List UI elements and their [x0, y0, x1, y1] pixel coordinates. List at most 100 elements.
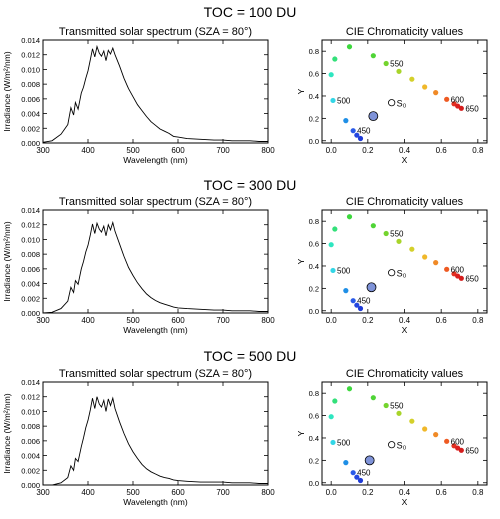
chromaticity-point: [346, 386, 353, 392]
x-tick-label: 800: [261, 488, 275, 497]
wavelength-label: 650: [465, 274, 479, 283]
chromaticity-point: [328, 414, 334, 420]
y-tick-label: 0.000: [21, 139, 40, 148]
chart-title: Transmitted solar spectrum (SZA = 80°): [59, 368, 252, 380]
wavelength-label: 550: [390, 230, 404, 239]
current-chromaticity-point: [364, 455, 375, 466]
y-tick-label: 0.0: [309, 137, 319, 146]
chromaticity-point: [458, 447, 464, 453]
y-tick-label: 0.014: [21, 378, 40, 387]
x-tick-label: 0.6: [436, 316, 448, 325]
chromaticity-point: [396, 238, 402, 244]
y-tick-label: 0.010: [21, 407, 40, 416]
x-tick-label: 500: [126, 488, 140, 497]
y-tick-label: 0.002: [21, 124, 40, 133]
chart-panels: Transmitted solar spectrum (SZA = 80°) 30…: [2, 26, 488, 507]
y-tick-label: 0.006: [21, 265, 40, 274]
plot-frame: [321, 39, 488, 144]
x-tick-label: 400: [81, 146, 95, 155]
row-title-toc-300: TOC = 300 DU: [204, 177, 297, 193]
chromaticity-point: [328, 72, 334, 78]
source-point-label: S₀: [397, 441, 407, 451]
source-point-s0: [388, 99, 396, 107]
chromaticity-point: [409, 418, 415, 424]
x-tick-label: 0.4: [399, 316, 411, 325]
y-axis-label: Y: [296, 430, 306, 436]
chromaticity-point: [354, 132, 360, 138]
y-tick-label: 0.008: [21, 80, 40, 89]
y-tick-label: 0.014: [21, 36, 40, 45]
y-tick-label: 0.002: [21, 466, 40, 475]
spectrum-line: [42, 44, 268, 143]
x-tick-label: 0.4: [399, 488, 411, 497]
row-title-toc-500: TOC = 500 DU: [204, 348, 297, 364]
wavelength-label: 500: [337, 438, 351, 447]
y-axis-label: Irradiance (W/m²/nm): [2, 221, 12, 301]
x-tick-label: 0.0: [326, 316, 338, 325]
chromaticity-point: [422, 254, 428, 260]
wavelength-label: 650: [465, 446, 479, 455]
chromaticity-point: [354, 302, 360, 308]
wavelength-label: 600: [451, 95, 465, 104]
chart-title: CIE Chromaticity values: [346, 26, 464, 38]
chromaticity-point: [383, 402, 389, 409]
x-tick-label: 0.0: [326, 146, 338, 155]
x-tick-label: 700: [216, 146, 230, 155]
chromaticity-point: [409, 246, 415, 252]
plot-frame: [42, 381, 269, 486]
y-tick-label: 0.8: [309, 47, 319, 56]
chromaticity-point: [444, 438, 450, 444]
source-point-label: S₀: [397, 99, 407, 109]
y-tick-label: 0.006: [21, 437, 40, 446]
chromaticity-point: [350, 128, 356, 134]
chromaticity-point: [396, 68, 402, 74]
y-tick-label: 0.6: [309, 412, 319, 421]
y-tick-label: 0.006: [21, 95, 40, 104]
chromaticity-chart-100: CIE Chromaticity values 0.0 0.2 0.4 0.6 0.8 0.…: [296, 26, 488, 165]
chromaticity-point: [332, 56, 338, 62]
source-point-s0: [388, 441, 396, 449]
chromaticity-point: [354, 474, 360, 480]
spectrum-line: [42, 220, 268, 314]
x-tick-label: 500: [126, 146, 140, 155]
chromaticity-point: [346, 214, 353, 220]
y-axis-label: Irradiance (W/m²/nm): [2, 51, 12, 131]
y-tick-label: 0.004: [21, 280, 40, 289]
y-tick-label: 0.012: [21, 51, 40, 60]
chromaticity-point: [370, 53, 376, 59]
chromaticity-point: [396, 410, 402, 416]
wavelength-label: 600: [451, 265, 465, 274]
y-axis-label: Irradiance (W/m²/nm): [2, 393, 12, 473]
x-tick-label: 0.8: [472, 488, 484, 497]
chromaticity-point: [343, 288, 349, 294]
x-axis-label: Wavelength (nm): [123, 155, 188, 165]
x-tick-label: 600: [171, 488, 185, 497]
chromaticity-point: [346, 44, 353, 50]
row-title-toc-100: TOC = 100 DU: [204, 4, 297, 20]
y-tick-label: 0.004: [21, 110, 40, 119]
x-tick-label: 0.2: [362, 316, 374, 325]
x-tick-label: 300: [36, 488, 50, 497]
wavelength-label: 500: [337, 266, 351, 275]
plot-frame: [42, 39, 269, 144]
y-tick-label: 0.012: [21, 393, 40, 402]
x-tick-label: 500: [126, 316, 140, 325]
y-tick-label: 0.000: [21, 309, 40, 318]
chromaticity-point: [433, 90, 439, 96]
wavelength-label: 450: [357, 297, 371, 306]
x-tick-label: 800: [261, 146, 275, 155]
chromaticity-point: [444, 96, 450, 102]
x-axis-label: Wavelength (nm): [123, 497, 188, 507]
chromaticity-point: [350, 298, 356, 304]
y-tick-label: 0.0: [309, 307, 319, 316]
wavelength-label: 450: [357, 469, 371, 478]
chromaticity-point: [422, 426, 428, 432]
wavelength-label: 650: [465, 104, 479, 113]
chromaticity-point: [383, 230, 389, 237]
x-tick-label: 300: [36, 316, 50, 325]
chromaticity-point: [332, 398, 338, 404]
y-tick-label: 0.4: [309, 262, 319, 271]
x-tick-label: 0.6: [436, 146, 448, 155]
y-tick-label: 0.0: [309, 479, 319, 488]
